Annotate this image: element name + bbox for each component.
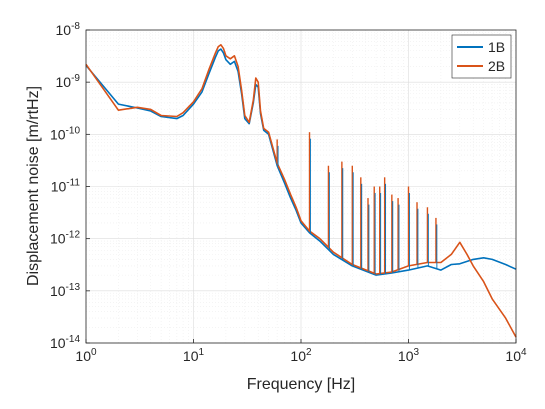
x-axis-label: Frequency [Hz] bbox=[247, 376, 355, 393]
y-axis: 10-14 10-13 10-12 10-11 10-10 10-9 10-8 bbox=[50, 21, 90, 351]
y-tick-label: 10-8 bbox=[56, 21, 81, 38]
y-tick-label: 10-10 bbox=[50, 125, 80, 142]
y-tick-label: 10-12 bbox=[50, 230, 80, 247]
legend-label-1b: 1B bbox=[488, 39, 505, 55]
series-layer bbox=[85, 43, 517, 338]
x-axis: 100 101 102 103 104 bbox=[75, 339, 527, 364]
x-tick-label: 102 bbox=[290, 347, 312, 364]
y-axis-label: Displacement noise [m/rtHz] bbox=[25, 86, 42, 286]
x-tick-label: 103 bbox=[398, 347, 420, 364]
legend-box bbox=[451, 34, 512, 79]
x-tick-label: 104 bbox=[505, 347, 527, 364]
y-tick-label: 10-14 bbox=[50, 334, 80, 351]
x-tick-label: 101 bbox=[183, 347, 205, 364]
legend: 1B 2B bbox=[451, 34, 512, 79]
series-line-2b bbox=[85, 43, 517, 338]
spikes-layer bbox=[276, 132, 438, 275]
y-tick-label: 10-13 bbox=[50, 282, 80, 299]
legend-label-2b: 2B bbox=[488, 58, 505, 74]
y-tick-label: 10-11 bbox=[51, 178, 81, 195]
y-tick-label: 10-9 bbox=[56, 73, 81, 90]
x-tick-label: 100 bbox=[75, 347, 97, 364]
